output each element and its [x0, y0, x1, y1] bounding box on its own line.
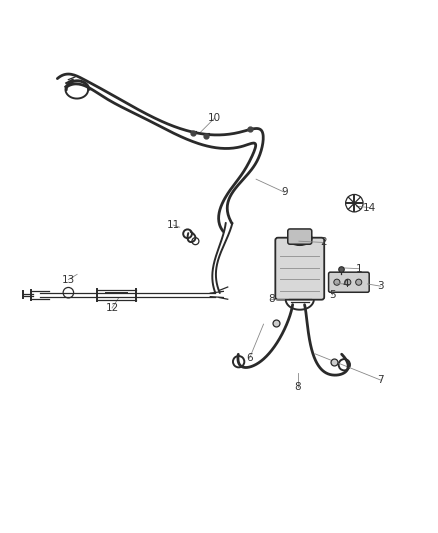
- Text: 8: 8: [294, 382, 301, 392]
- Text: 14: 14: [363, 203, 376, 213]
- Text: 4: 4: [343, 279, 349, 289]
- Text: 6: 6: [246, 353, 253, 363]
- Text: 13: 13: [62, 274, 75, 285]
- Text: 11: 11: [166, 220, 180, 230]
- FancyBboxPatch shape: [328, 272, 369, 292]
- Text: 9: 9: [281, 187, 288, 197]
- Text: 7: 7: [377, 375, 384, 385]
- FancyBboxPatch shape: [276, 238, 324, 300]
- Text: 1: 1: [355, 264, 362, 273]
- Circle shape: [345, 279, 351, 285]
- Ellipse shape: [288, 231, 312, 245]
- Text: 2: 2: [321, 238, 327, 247]
- Text: 10: 10: [208, 113, 221, 123]
- Circle shape: [356, 279, 362, 285]
- Text: 8: 8: [268, 294, 275, 304]
- Circle shape: [334, 279, 340, 285]
- Text: 3: 3: [377, 281, 384, 291]
- FancyBboxPatch shape: [288, 229, 312, 244]
- Text: 5: 5: [329, 290, 336, 300]
- Text: 12: 12: [106, 303, 119, 313]
